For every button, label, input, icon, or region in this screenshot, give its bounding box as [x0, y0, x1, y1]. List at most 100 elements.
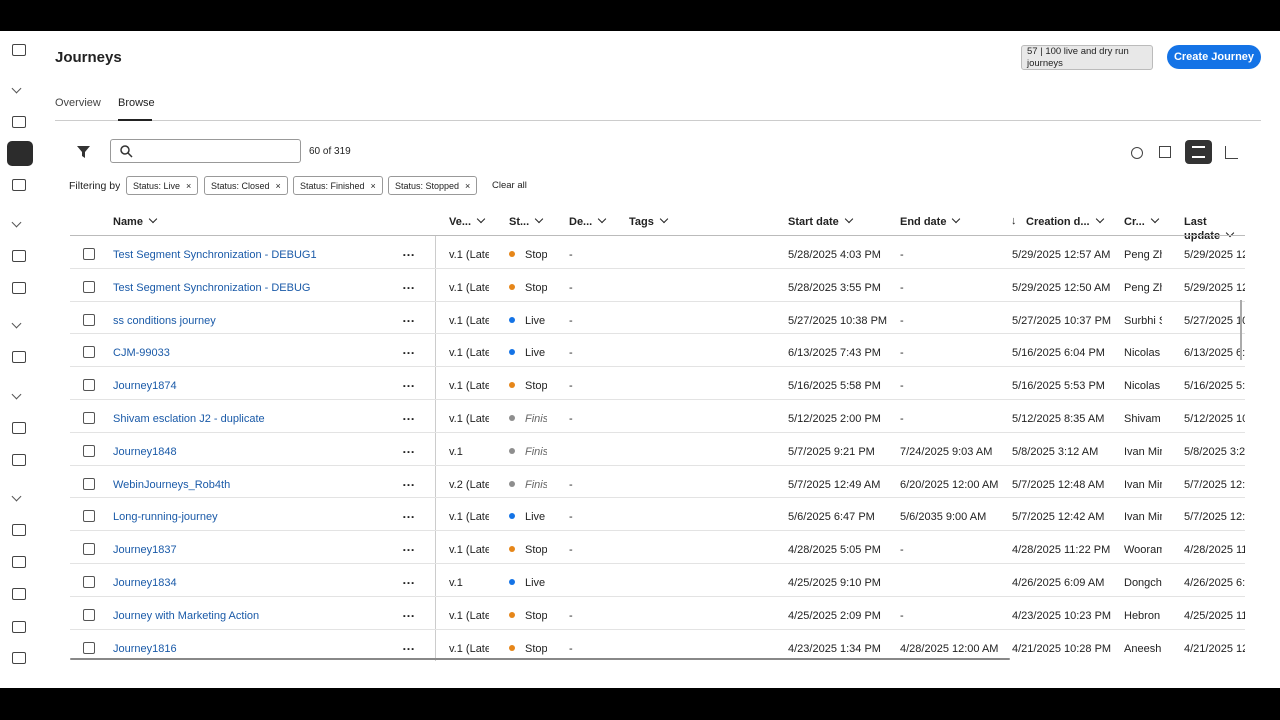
nav-icon[interactable] [12, 422, 26, 434]
nav-icon[interactable] [12, 454, 26, 466]
row-actions[interactable]: … [402, 408, 416, 423]
column-header[interactable]: Creation d... [1026, 214, 1104, 229]
journeys-nav-active[interactable] [7, 141, 33, 166]
row-actions[interactable]: … [402, 539, 416, 555]
tab[interactable]: Overview [55, 97, 101, 109]
row-checkbox[interactable] [83, 346, 95, 359]
journey-name[interactable]: ss conditions journey [113, 314, 216, 327]
column-header[interactable]: St... [509, 214, 544, 229]
journey-name[interactable]: Journey1848 [113, 445, 177, 458]
table-row[interactable]: Test Segment Synchronization - DEBUG1 … v.… [70, 236, 1245, 269]
nav-icon[interactable] [12, 524, 26, 536]
nav-icon[interactable] [12, 588, 26, 600]
row-actions[interactable]: … [402, 506, 416, 522]
journey-name[interactable]: Test Segment Synchronization - DEBUG [113, 281, 311, 294]
column-header[interactable]: De... [569, 214, 607, 229]
table-row[interactable]: Journey1816 … v.1 (Late Stop - 4/23/2025 1:34… [70, 630, 1245, 661]
nav-icon[interactable] [12, 556, 26, 568]
column-header[interactable]: Name [113, 214, 158, 229]
row-actions[interactable]: … [402, 309, 416, 325]
column-title: Cr... [1124, 216, 1145, 228]
row-actions[interactable]: … [402, 342, 416, 358]
column-header[interactable]: Start date [788, 214, 853, 229]
expand-icon[interactable] [11, 389, 22, 400]
row-checkbox[interactable] [83, 313, 95, 326]
column-header[interactable]: Ve... [449, 214, 486, 229]
table-row[interactable]: CJM-99033 … v.1 (Late Live - 6/13/2025 7:43 P… [70, 334, 1245, 368]
row-checkbox[interactable] [83, 248, 95, 260]
row-actions[interactable]: … [402, 375, 416, 391]
table-row[interactable]: Journey1848 … v.1 Finis 5/7/2025 9:21 PM 7/24… [70, 433, 1245, 466]
row-checkbox[interactable] [83, 444, 95, 457]
row-actions[interactable]: … [402, 637, 416, 653]
expand-icon[interactable] [11, 83, 22, 94]
chip-remove[interactable]: × [186, 181, 192, 191]
journey-name[interactable]: Test Segment Synchronization - DEBUG1 [113, 249, 317, 261]
table-row[interactable]: Journey with Marketing Action … v.1 (Late S… [70, 597, 1245, 630]
table-row[interactable]: Journey1834 … v.1 Live 4/25/2025 9:10 PM 4/26… [70, 564, 1245, 597]
expand-icon[interactable] [11, 318, 22, 329]
journey-name[interactable]: Journey1874 [113, 380, 177, 393]
info-icon[interactable] [1131, 147, 1143, 159]
row-actions[interactable]: … [402, 244, 416, 259]
list-view-button[interactable] [1185, 140, 1212, 164]
table-row[interactable]: Long-running-journey … v.1 (Late Live - 5/6/2… [70, 498, 1245, 532]
expand-icon[interactable] [11, 491, 22, 502]
nav-icon[interactable] [12, 351, 26, 363]
row-actions[interactable]: … [402, 572, 416, 587]
chip-remove[interactable]: × [275, 181, 281, 191]
table-row[interactable]: WebinJourneys_Rob4th … v.2 (Late Finis - 5/7/… [70, 466, 1245, 499]
nav-icon[interactable] [12, 250, 26, 262]
nav-icon[interactable] [12, 116, 26, 128]
row-checkbox[interactable] [83, 510, 95, 523]
nav-icon[interactable] [12, 179, 26, 191]
journey-name[interactable]: Journey with Marketing Action [113, 609, 260, 622]
nav-icon[interactable] [12, 621, 26, 633]
create-journey-button[interactable]: Create Journey [1167, 45, 1261, 69]
column-header[interactable]: Tags [629, 214, 669, 229]
home-icon[interactable] [12, 44, 26, 56]
journey-name[interactable]: Journey1837 [113, 544, 177, 557]
row-checkbox[interactable] [83, 576, 95, 588]
column-header[interactable]: End date [900, 214, 961, 229]
columns-icon[interactable] [1159, 146, 1171, 158]
nav-icon[interactable] [12, 282, 26, 294]
v-scrollbar[interactable] [1240, 300, 1242, 360]
nav-icon[interactable] [12, 652, 26, 664]
row-actions[interactable]: … [402, 473, 416, 489]
row-actions[interactable]: … [402, 276, 416, 292]
column-header[interactable]: Cr... [1124, 214, 1160, 229]
row-checkbox[interactable] [83, 641, 95, 654]
column-header[interactable]: Last update [1184, 215, 1245, 243]
row-actions[interactable]: … [402, 440, 416, 456]
search-field[interactable] [110, 139, 301, 163]
journey-name[interactable]: Long-running-journey [113, 511, 218, 524]
tab-active[interactable]: Browse [118, 97, 155, 109]
filter-icon[interactable] [77, 146, 91, 159]
clear-all[interactable]: Clear all [492, 180, 527, 191]
journey-name[interactable]: Shivam esclation J2 - duplicate [113, 413, 265, 425]
table-row[interactable]: Test Segment Synchronization - DEBUG … v.1… [70, 269, 1245, 302]
table-row[interactable]: Journey1874 … v.1 (Late Stop - 5/16/2025 5:58… [70, 367, 1245, 400]
chip-remove[interactable]: × [465, 181, 471, 191]
table-row[interactable]: ss conditions journey… v.1 (Late Live -5/27… [70, 302, 1245, 335]
row-checkbox[interactable] [83, 608, 95, 621]
creation-date: 4/28/2025 11:22 PM [1012, 544, 1111, 557]
row-actions[interactable]: … [402, 604, 416, 620]
journey-name[interactable]: WebinJourneys_Rob4th [113, 478, 231, 491]
chip-remove[interactable]: × [370, 181, 376, 191]
chart-view-icon[interactable] [1225, 146, 1238, 159]
table-row[interactable]: Journey1837 … v.1 (Late Stop - 4/28/2025 5:05… [70, 531, 1245, 564]
row-checkbox[interactable] [83, 280, 95, 293]
header-divider [70, 235, 1245, 236]
table-row[interactable]: Shivam esclation J2 - duplicate … v.1 (Lat… [70, 400, 1245, 433]
expand-icon[interactable] [11, 217, 22, 228]
row-checkbox[interactable] [83, 477, 95, 490]
row-checkbox[interactable] [83, 379, 95, 392]
journey-name[interactable]: CJM-99033 [113, 347, 170, 360]
journey-name[interactable]: Journey1834 [113, 577, 177, 589]
row-checkbox[interactable] [83, 412, 95, 424]
row-checkbox[interactable] [83, 543, 95, 556]
scrollbar[interactable] [70, 658, 1010, 660]
journey-name[interactable]: Journey1816 [113, 642, 177, 655]
